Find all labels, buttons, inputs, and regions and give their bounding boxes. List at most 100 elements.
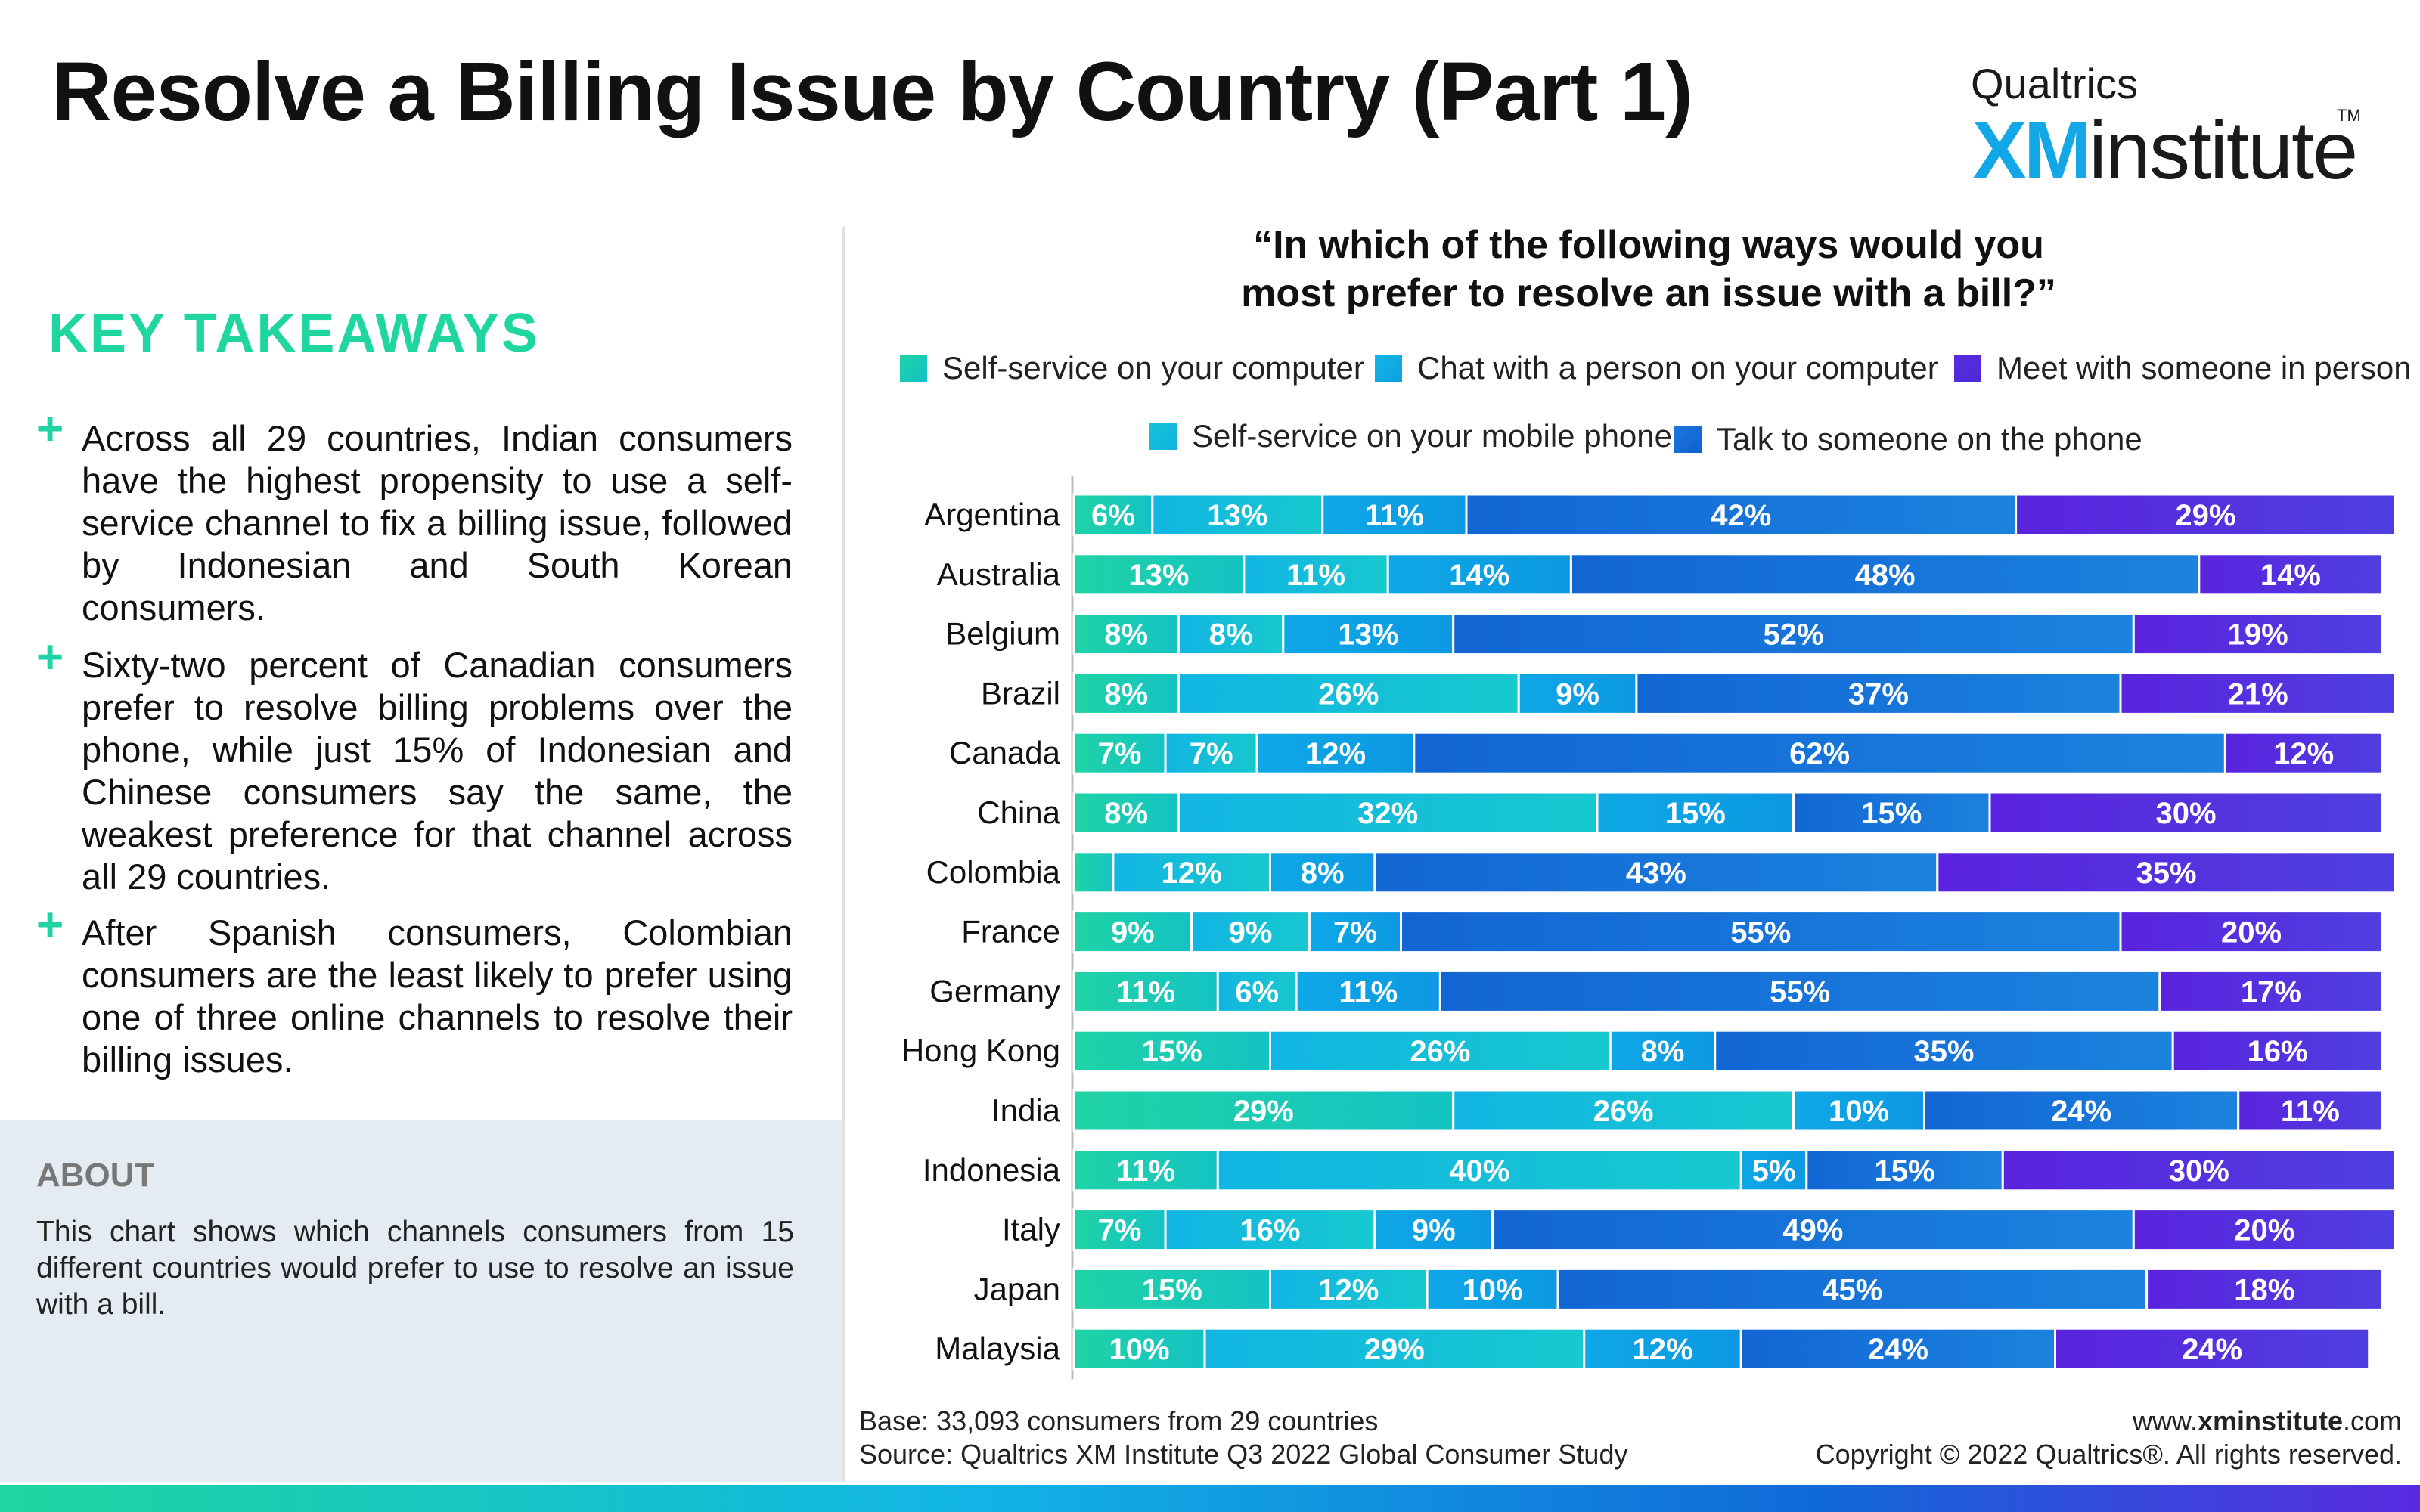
bar-data-label: 26% bbox=[1410, 1035, 1470, 1068]
logo-company-name: Qualtrics bbox=[1971, 60, 2138, 107]
bar-data-label: 42% bbox=[1711, 499, 1771, 532]
bar-data-label: 18% bbox=[2234, 1273, 2294, 1306]
bar-segment bbox=[2119, 910, 2384, 954]
bar-segment bbox=[1609, 1029, 1717, 1073]
bar-segment bbox=[2119, 671, 2397, 715]
takeaway-item: Sixty-two percent of Canadian consumers … bbox=[82, 645, 793, 897]
bar-segment bbox=[1216, 969, 1298, 1013]
website-link[interactable]: www.xminstitute.com bbox=[1816, 1405, 2402, 1438]
bar-segment bbox=[1072, 1327, 1206, 1371]
bar-segment bbox=[1517, 671, 1638, 715]
source-note: Source: Qualtrics XM Institute Q3 2022 G… bbox=[859, 1439, 1628, 1470]
bar-segment bbox=[1923, 1089, 2240, 1132]
legend-item: Meet with someone in person bbox=[1954, 349, 2412, 387]
bar-segment bbox=[1164, 1208, 1376, 1252]
bar-data-label: 12% bbox=[1162, 857, 1222, 890]
legend-item: Talk to someone on the phone bbox=[1674, 420, 2142, 458]
bar-data-label: 12% bbox=[1305, 737, 1366, 770]
country-label: Australia bbox=[937, 556, 1061, 592]
bar-segment bbox=[1177, 671, 1520, 715]
bar-segment bbox=[1792, 791, 1991, 835]
bar-data-label: 30% bbox=[2169, 1154, 2229, 1188]
legend-swatch bbox=[1150, 423, 1177, 450]
country-label: Indonesia bbox=[923, 1152, 1061, 1188]
bar-segment bbox=[1072, 553, 1246, 596]
country-label: Brazil bbox=[981, 675, 1060, 711]
bar-data-label: 43% bbox=[1626, 857, 1686, 890]
bar-segment bbox=[1072, 731, 1167, 775]
chart-footnote: Base: 33,093 consumers from 29 countries… bbox=[859, 1405, 1627, 1471]
bar-segment bbox=[1072, 612, 1180, 656]
website-name: xminstitute bbox=[2197, 1405, 2343, 1436]
bar-data-label: 24% bbox=[2051, 1095, 2111, 1128]
takeaway-item: Across all 29 countries, Indian consumer… bbox=[82, 418, 793, 627]
country-label: Japan bbox=[974, 1271, 1060, 1306]
bar-data-label: 20% bbox=[2221, 916, 2282, 950]
bar-data-label: 55% bbox=[1730, 916, 1791, 950]
bar-segment bbox=[2054, 1327, 2371, 1371]
bar-data-label: 7% bbox=[1333, 916, 1377, 950]
country-label: China bbox=[977, 795, 1060, 830]
country-label: Belgium bbox=[945, 616, 1060, 652]
bar-data-label: 7% bbox=[1098, 1214, 1142, 1247]
bar-segment bbox=[1400, 910, 2122, 954]
key-takeaways-heading: KEY TAKEAWAYS bbox=[48, 303, 540, 364]
page-title: Resolve a Billing Issue by Country (Part… bbox=[51, 45, 1693, 138]
bar-data-label: 11% bbox=[2281, 1095, 2340, 1128]
bar-data-label: 24% bbox=[2182, 1333, 2242, 1366]
country-label: France bbox=[961, 914, 1060, 950]
bar-data-label: 6% bbox=[1091, 499, 1135, 532]
copyright: Copyright © 2022 Qualtrics®. All rights … bbox=[1815, 1439, 2402, 1470]
bar-segment bbox=[1072, 1208, 1167, 1252]
about-text: This chart shows which channels consumer… bbox=[36, 1216, 794, 1321]
bar-segment bbox=[1164, 731, 1258, 775]
bottom-gradient-stripe bbox=[0, 1485, 2420, 1512]
bar-data-label: 19% bbox=[2228, 618, 2288, 652]
bar-data-label: 32% bbox=[1357, 797, 1418, 830]
bar-segment bbox=[1072, 1267, 1271, 1311]
bar-data-label: 24% bbox=[1868, 1333, 1928, 1366]
bar-data-label: 26% bbox=[1593, 1095, 1654, 1128]
bar-segment bbox=[1426, 1267, 1559, 1311]
bar-data-label: 9% bbox=[1229, 916, 1273, 950]
bar-data-label: 30% bbox=[2155, 797, 2216, 830]
bar-segment bbox=[1072, 850, 1115, 894]
bar-data-label: 15% bbox=[1861, 797, 1922, 830]
bar-segment bbox=[1112, 850, 1271, 894]
bar-data-label: 11% bbox=[1116, 975, 1175, 1009]
bar-data-label: 7% bbox=[1190, 737, 1233, 770]
logo-xm: XM bbox=[1972, 104, 2092, 196]
bar-data-label: 40% bbox=[1449, 1154, 1509, 1188]
legend-label: Self-service on your mobile phone bbox=[1192, 418, 1673, 454]
bar-data-label: 15% bbox=[1142, 1273, 1202, 1306]
bar-data-label: 52% bbox=[1763, 618, 1823, 652]
bar-data-label: 9% bbox=[1412, 1214, 1456, 1247]
bar-data-label: 55% bbox=[1770, 975, 1830, 1009]
bar-segment bbox=[1438, 969, 2161, 1013]
legend-item: Self-service on your computer bbox=[900, 349, 1364, 387]
xm-institute-logo: Qualtrics XM institute TM bbox=[1966, 59, 2361, 196]
plus-icon: + bbox=[36, 403, 64, 455]
divider bbox=[842, 227, 845, 1482]
bar-data-label: 21% bbox=[2228, 677, 2288, 711]
country-label: Germany bbox=[929, 973, 1060, 1009]
bar-segment bbox=[2015, 493, 2397, 537]
bar-segment bbox=[2223, 731, 2384, 775]
bar-segment bbox=[1491, 1208, 2135, 1252]
bar-segment bbox=[1556, 1267, 2149, 1311]
takeaway-item: After Spanish consumers, Colombian consu… bbox=[82, 912, 793, 1080]
legend-label: Chat with a person on your computer bbox=[1417, 350, 1938, 386]
bar-data-label: 20% bbox=[2234, 1214, 2294, 1247]
bar-segment bbox=[1596, 791, 1795, 835]
legend-label: Talk to someone on the phone bbox=[1717, 421, 2142, 457]
bar-data-label: 8% bbox=[1301, 857, 1345, 890]
bar-segment bbox=[2145, 1267, 2384, 1311]
bar-segment bbox=[2001, 1148, 2397, 1192]
bar-data-label: 8% bbox=[1104, 797, 1148, 830]
bar-data-label: 48% bbox=[1855, 559, 1916, 592]
bar-data-label: 16% bbox=[2248, 1035, 2308, 1068]
chart-title-line: most prefer to resolve an issue with a b… bbox=[1241, 271, 2056, 315]
bar-data-label: 49% bbox=[1782, 1214, 1843, 1247]
bar-segment bbox=[2158, 969, 2384, 1013]
legend-swatch bbox=[1674, 426, 1702, 453]
